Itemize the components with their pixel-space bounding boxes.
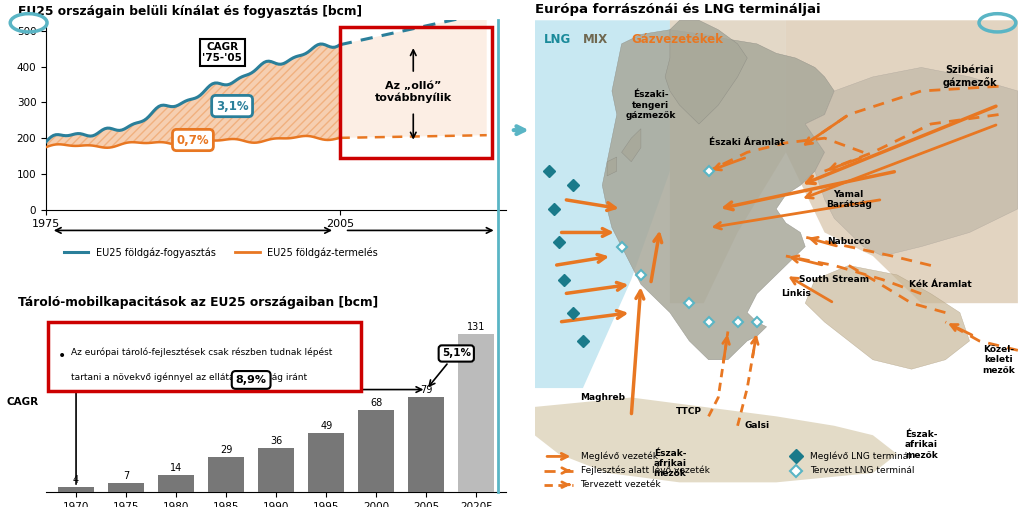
- Text: TTCP: TTCP: [676, 407, 702, 416]
- Text: 7: 7: [123, 471, 129, 481]
- Text: 68: 68: [370, 398, 383, 408]
- Text: Linkis: Linkis: [781, 289, 810, 298]
- Text: 4: 4: [73, 475, 79, 485]
- Polygon shape: [665, 20, 747, 124]
- Text: Tervezett LNG terminál: Tervezett LNG terminál: [810, 466, 915, 475]
- Bar: [308, 433, 344, 492]
- Text: CAGR: CAGR: [7, 396, 39, 407]
- Text: Meglévő vezeték: Meglévő vezeték: [580, 452, 658, 461]
- Polygon shape: [786, 20, 1018, 303]
- Text: Az „olló”
továbbnyílik: Az „olló” továbbnyílik: [374, 81, 452, 103]
- Text: 36: 36: [270, 437, 282, 446]
- Text: 29: 29: [220, 445, 232, 455]
- Text: Észak-
afrikai
mezők: Észak- afrikai mezők: [904, 430, 938, 459]
- Text: Északi Áramlat: Északi Áramlat: [709, 138, 785, 148]
- Polygon shape: [603, 30, 834, 360]
- Bar: [458, 334, 494, 492]
- Text: 0,7%: 0,7%: [177, 133, 210, 147]
- Text: EU25 országain belüli kínálat és fogyasztás [bcm]: EU25 országain belüli kínálat és fogyasz…: [18, 5, 362, 18]
- Bar: [58, 487, 94, 492]
- Text: Északi-
tengeri
gázmezők: Északi- tengeri gázmezők: [625, 90, 676, 120]
- Text: Tároló-mobilkapacitások az EU25 országaiban [bcm]: Tároló-mobilkapacitások az EU25 országai…: [18, 296, 379, 309]
- Text: Európa forrászónái és LNG termináljai: Európa forrászónái és LNG termináljai: [535, 4, 820, 16]
- Text: 79: 79: [420, 385, 433, 394]
- Bar: [108, 483, 144, 492]
- Polygon shape: [805, 266, 970, 369]
- Bar: [159, 475, 194, 492]
- Text: 14: 14: [170, 463, 182, 473]
- Text: Yamal
Barátság: Yamal Barátság: [826, 190, 872, 209]
- Text: Gázvezetékek: Gázvezetékek: [631, 32, 723, 46]
- Bar: [340, 27, 492, 158]
- Text: 5,1%: 5,1%: [442, 348, 471, 358]
- Text: 8,9%: 8,9%: [235, 375, 267, 385]
- Text: Maghreb: Maghreb: [580, 393, 625, 402]
- Polygon shape: [535, 20, 670, 388]
- Polygon shape: [607, 157, 617, 176]
- Legend: EU25 földgáz-fogyasztás, EU25 földgáz-termelés: EU25 földgáz-fogyasztás, EU25 földgáz-te…: [60, 243, 382, 262]
- Text: Szibériai
gázmezők: Szibériai gázmezők: [942, 65, 996, 88]
- Text: Galsi: Galsi: [745, 421, 769, 430]
- Text: tartani a növekvő igénnyel az ellátásbiztonság iránt: tartani a növekvő igénnyel az ellátásbiz…: [72, 373, 308, 382]
- Text: MIX: MIX: [583, 32, 608, 46]
- Text: LNG: LNG: [544, 32, 572, 46]
- Text: 49: 49: [320, 421, 332, 430]
- Bar: [258, 449, 295, 492]
- Text: Kék Áramlat: Kék Áramlat: [909, 280, 972, 289]
- Text: South Stream: South Stream: [799, 275, 870, 284]
- Polygon shape: [535, 397, 897, 482]
- Text: Fejlesztés alatt lévő vezeték: Fejlesztés alatt lévő vezeték: [580, 466, 709, 476]
- Bar: [408, 397, 444, 492]
- Text: •: •: [57, 349, 65, 364]
- Bar: [208, 457, 244, 492]
- Text: 3,1%: 3,1%: [216, 99, 249, 113]
- Text: Észak-
afrikai
mezők: Észak- afrikai mezők: [654, 449, 686, 479]
- Text: Tervezett vezeték: Tervezett vezeték: [580, 480, 661, 489]
- Bar: [358, 410, 394, 492]
- Polygon shape: [805, 67, 1018, 256]
- FancyBboxPatch shape: [48, 322, 361, 391]
- Text: 131: 131: [468, 322, 486, 332]
- Text: Meglévő LNG terminál: Meglévő LNG terminál: [810, 452, 910, 461]
- Text: Az európai tároló-fejlesztések csak részben tudnak lépést: Az európai tároló-fejlesztések csak rész…: [72, 347, 332, 357]
- Text: CAGR
'75-'05: CAGR '75-'05: [203, 42, 242, 63]
- Polygon shape: [670, 20, 786, 303]
- Polygon shape: [622, 129, 641, 162]
- Text: Közel-
keleti
mezők: Közel- keleti mezők: [982, 345, 1015, 375]
- Text: Nabucco: Nabucco: [827, 237, 871, 246]
